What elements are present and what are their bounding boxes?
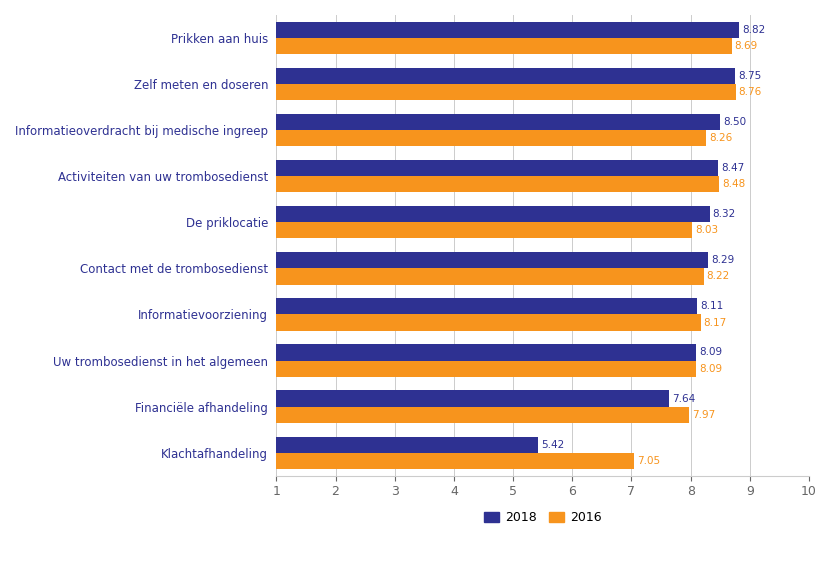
Bar bbox=[276, 130, 706, 146]
Bar bbox=[276, 406, 689, 423]
Bar bbox=[276, 344, 696, 360]
Text: 8.17: 8.17 bbox=[704, 317, 727, 328]
Text: 8.76: 8.76 bbox=[739, 87, 762, 97]
Bar bbox=[276, 268, 704, 284]
Text: 8.69: 8.69 bbox=[735, 41, 758, 51]
Bar bbox=[276, 298, 697, 315]
Legend: 2018, 2016: 2018, 2016 bbox=[478, 506, 607, 530]
Text: 8.32: 8.32 bbox=[712, 209, 735, 219]
Bar bbox=[276, 114, 721, 130]
Text: 8.11: 8.11 bbox=[701, 302, 723, 311]
Text: 7.97: 7.97 bbox=[692, 410, 716, 420]
Bar bbox=[276, 360, 696, 377]
Bar bbox=[276, 160, 719, 176]
Bar bbox=[276, 68, 735, 84]
Bar bbox=[276, 38, 731, 54]
Bar bbox=[276, 176, 719, 192]
Text: 5.42: 5.42 bbox=[541, 439, 564, 450]
Text: 7.05: 7.05 bbox=[637, 456, 661, 466]
Bar bbox=[276, 206, 710, 222]
Bar bbox=[276, 453, 635, 469]
Text: 8.29: 8.29 bbox=[711, 255, 734, 265]
Text: 8.22: 8.22 bbox=[706, 271, 730, 282]
Bar bbox=[276, 315, 701, 331]
Bar bbox=[276, 22, 739, 38]
Bar bbox=[276, 437, 538, 453]
Text: 8.09: 8.09 bbox=[699, 364, 722, 373]
Bar bbox=[276, 222, 692, 238]
Text: 8.82: 8.82 bbox=[742, 25, 765, 35]
Text: 8.75: 8.75 bbox=[738, 71, 761, 81]
Bar bbox=[276, 84, 735, 100]
Text: 8.48: 8.48 bbox=[722, 180, 745, 189]
Text: 8.09: 8.09 bbox=[699, 348, 722, 357]
Text: 8.26: 8.26 bbox=[709, 133, 732, 143]
Text: 7.64: 7.64 bbox=[672, 393, 696, 404]
Bar bbox=[276, 253, 708, 268]
Text: 8.47: 8.47 bbox=[721, 163, 745, 173]
Text: 8.50: 8.50 bbox=[723, 117, 746, 127]
Bar bbox=[276, 390, 670, 406]
Text: 8.03: 8.03 bbox=[696, 225, 719, 235]
